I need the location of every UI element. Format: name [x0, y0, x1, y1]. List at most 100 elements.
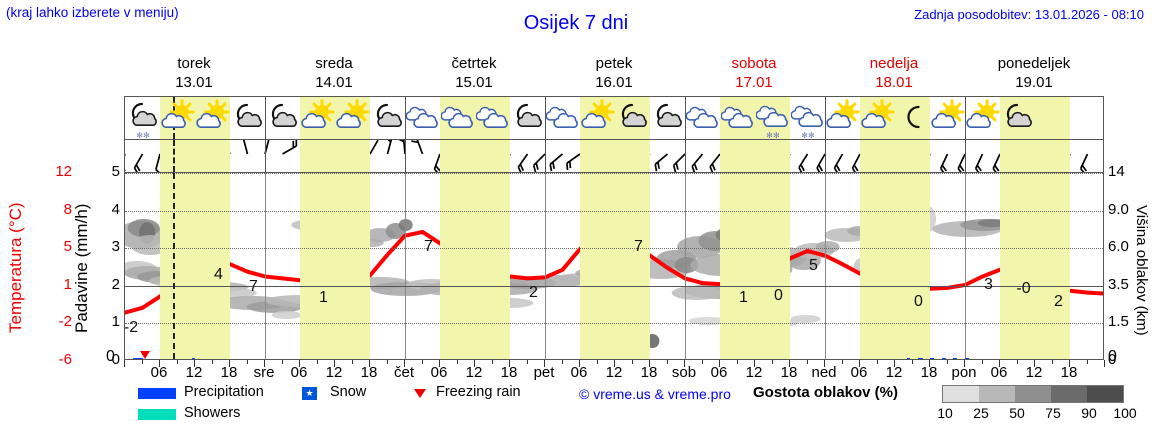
cloud-height-axis-title: Višina oblakov (km) — [1133, 204, 1150, 336]
daylight-band — [440, 173, 510, 359]
x-axis-tick — [579, 360, 580, 367]
day-name: sreda — [315, 55, 353, 72]
temperature-point-label: -0 — [1016, 279, 1031, 297]
x-axis-label: sob — [671, 364, 697, 381]
grid-line-horizontal — [125, 285, 1103, 287]
day-date: 19.01 — [1015, 74, 1053, 91]
x-axis-tick — [666, 360, 668, 364]
cloud-blob — [271, 311, 302, 319]
day-name: četrtek — [451, 55, 497, 72]
x-axis-label: 06 — [150, 364, 168, 381]
precipitation-bar — [192, 358, 195, 359]
weather-icon-cloudy — [440, 99, 475, 139]
grid-line-vertical — [265, 173, 266, 359]
weather-icon-sun-cloud — [860, 99, 895, 139]
x-axis-tick — [124, 360, 125, 367]
freezing-rain-marker — [139, 351, 150, 359]
legend-showers-label: Showers — [184, 405, 241, 421]
x-axis-tick — [1034, 360, 1035, 367]
wind-barb — [709, 153, 721, 172]
day-separator — [965, 97, 966, 139]
temperature-point-label: 1 — [739, 289, 748, 307]
x-axis-tick — [264, 360, 265, 367]
x-axis-tick — [684, 360, 685, 367]
weather-icon-night-cloudy-snow: ✻✻ — [126, 99, 160, 140]
cloud-height-tick: 3.5 — [1108, 275, 1129, 293]
x-axis-tick — [614, 360, 615, 367]
wind-barb — [1079, 153, 1089, 172]
weather-icon-sun-cloud — [825, 99, 860, 139]
weather-icon-cloudy — [720, 99, 755, 139]
x-axis-tick — [964, 360, 965, 367]
day-header-četrtek: četrtek 15.01 — [404, 54, 544, 92]
weather-icon-cloudy — [405, 99, 440, 139]
x-axis-label: 12 — [605, 364, 623, 381]
day-name: sobota — [731, 55, 777, 72]
day-header-sreda: sreda 14.01 — [264, 54, 404, 92]
cloud-blob — [674, 257, 699, 273]
grid-line-vertical — [965, 173, 966, 359]
x-axis-tick — [386, 360, 388, 364]
wind-barb — [386, 140, 393, 155]
x-axis-tick — [929, 360, 930, 367]
svg-text:✻✻: ✻✻ — [766, 131, 780, 140]
precipitation-tick: 5 — [111, 163, 120, 180]
x-axis-label: 06 — [430, 364, 448, 381]
weather-icon-sun-cloud — [160, 99, 195, 139]
x-axis-label: 12 — [465, 364, 483, 381]
cloud-density-segment — [1015, 386, 1051, 402]
day-name: petek — [595, 55, 633, 72]
x-axis-tick — [1051, 360, 1053, 364]
temperature-point-label: 7 — [634, 237, 643, 255]
temperature-point-label: 2 — [529, 284, 538, 302]
x-axis-tick — [911, 360, 913, 364]
weather-icon-night-cloudy — [266, 99, 300, 139]
location-hint: (kraj lahko izberete v meniju) — [6, 5, 179, 20]
x-axis-tick — [789, 360, 790, 367]
precipitation-bar — [930, 358, 934, 359]
precipitation-bar — [918, 358, 923, 359]
svg-text:✻✻: ✻✻ — [801, 131, 815, 140]
wind-barb — [833, 153, 844, 172]
freezing-rain-triangle-icon — [414, 389, 426, 398]
day-separator — [265, 140, 266, 172]
x-axis-tick — [1016, 360, 1018, 364]
cloud-density-tick: 100 — [1113, 405, 1137, 421]
x-axis-tick — [176, 360, 178, 364]
day-date: 14.01 — [315, 74, 353, 91]
temperature-point-label: 0 — [914, 292, 923, 310]
current-time-line — [172, 173, 175, 359]
copyright-link[interactable]: © vreme.us & vreme.pro — [579, 386, 731, 402]
day-separator — [965, 140, 966, 172]
x-axis-zero-left: 0 — [106, 348, 115, 365]
grid-line-vertical — [405, 173, 406, 359]
wind-barb — [798, 153, 809, 172]
x-axis-tick — [334, 360, 335, 367]
cloud-blob — [671, 286, 722, 300]
wind-barb — [974, 153, 984, 172]
wind-barb — [155, 153, 161, 172]
daylight-band — [580, 140, 650, 172]
day-date: 18.01 — [875, 74, 913, 91]
x-axis-tick — [806, 360, 808, 364]
x-axis-tick — [456, 360, 458, 364]
day-header-torek: torek 13.01 — [124, 54, 264, 92]
x-axis-label: 18 — [360, 364, 378, 381]
x-axis-tick — [159, 360, 160, 367]
daylight-band — [860, 173, 930, 359]
wind-barb — [369, 140, 379, 155]
day-date: 15.01 — [455, 74, 493, 91]
daylight-band — [1000, 140, 1070, 172]
x-axis-tick — [211, 360, 213, 364]
weather-icon-sun-cloud — [195, 99, 230, 139]
snow-square-icon: ★ — [302, 387, 317, 400]
legend-precipitation-label: Precipitation — [184, 384, 264, 400]
cloud-density-tick: 50 — [1009, 405, 1025, 421]
x-axis-tick — [474, 360, 475, 367]
day-header-nedelja: nedelja 18.01 — [824, 54, 964, 92]
x-axis-label: 06 — [710, 364, 728, 381]
daylight-band — [580, 173, 650, 359]
x-axis-label: pet — [533, 364, 555, 381]
x-axis-tick — [404, 360, 405, 367]
temperature-tick: 1 — [63, 275, 72, 293]
